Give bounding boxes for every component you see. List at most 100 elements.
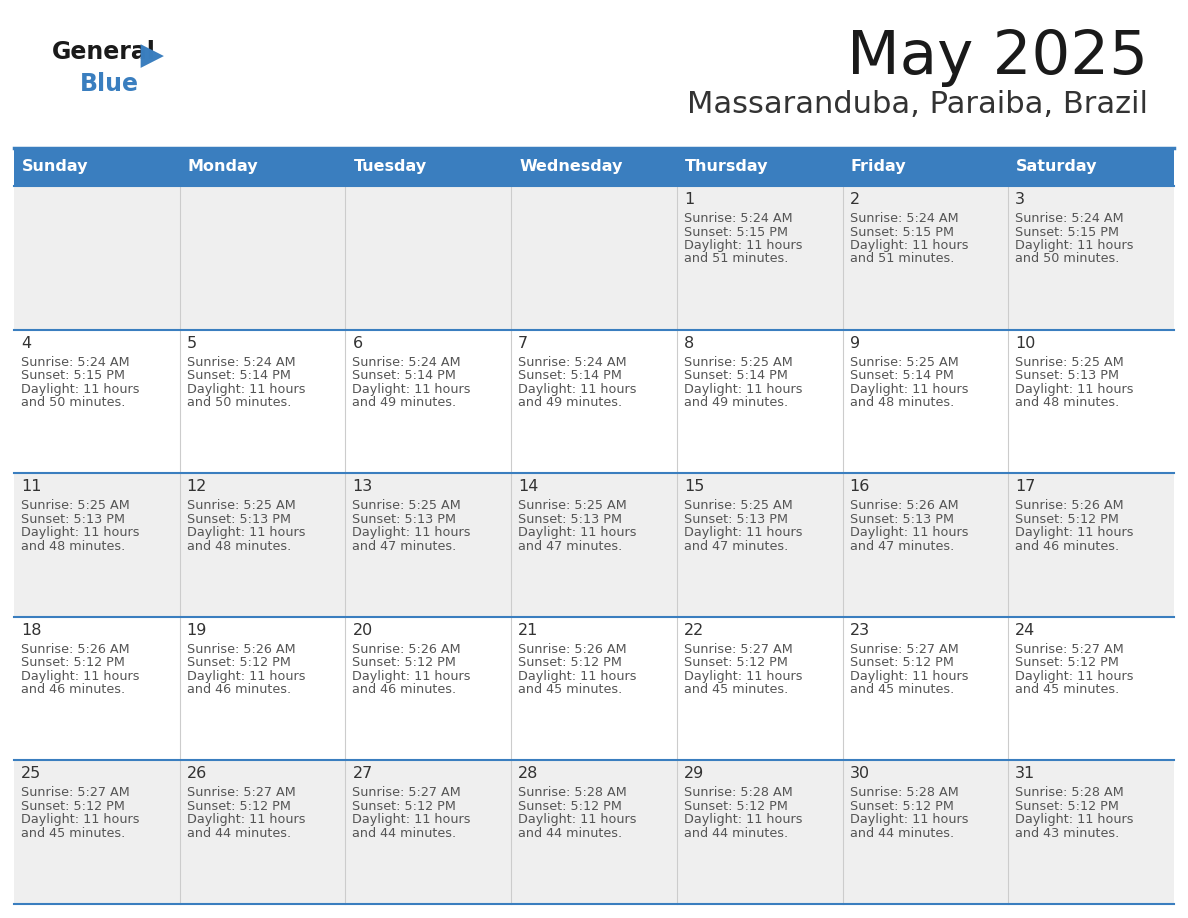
- Text: Friday: Friday: [851, 160, 906, 174]
- Text: 9: 9: [849, 336, 860, 351]
- Text: 25: 25: [21, 767, 42, 781]
- Text: Monday: Monday: [188, 160, 258, 174]
- Text: and 44 minutes.: and 44 minutes.: [518, 827, 623, 840]
- Text: and 46 minutes.: and 46 minutes.: [187, 683, 291, 696]
- Text: Sunset: 5:13 PM: Sunset: 5:13 PM: [684, 512, 788, 526]
- Text: Sunset: 5:14 PM: Sunset: 5:14 PM: [187, 369, 291, 382]
- Text: Sunrise: 5:25 AM: Sunrise: 5:25 AM: [353, 499, 461, 512]
- Text: 3: 3: [1016, 192, 1025, 207]
- Text: Daylight: 11 hours: Daylight: 11 hours: [849, 383, 968, 396]
- Text: Daylight: 11 hours: Daylight: 11 hours: [849, 813, 968, 826]
- Text: 22: 22: [684, 622, 704, 638]
- Text: 31: 31: [1016, 767, 1036, 781]
- Text: Daylight: 11 hours: Daylight: 11 hours: [849, 670, 968, 683]
- Text: Sunset: 5:12 PM: Sunset: 5:12 PM: [187, 800, 291, 813]
- Text: Sunset: 5:12 PM: Sunset: 5:12 PM: [684, 800, 788, 813]
- Text: Sunrise: 5:26 AM: Sunrise: 5:26 AM: [1016, 499, 1124, 512]
- Text: Blue: Blue: [80, 72, 139, 96]
- Text: Sunset: 5:12 PM: Sunset: 5:12 PM: [849, 656, 954, 669]
- Text: 30: 30: [849, 767, 870, 781]
- Text: Daylight: 11 hours: Daylight: 11 hours: [1016, 813, 1133, 826]
- Text: and 47 minutes.: and 47 minutes.: [518, 540, 623, 553]
- Text: Daylight: 11 hours: Daylight: 11 hours: [187, 670, 305, 683]
- Text: Sunset: 5:12 PM: Sunset: 5:12 PM: [1016, 800, 1119, 813]
- Text: Sunrise: 5:24 AM: Sunrise: 5:24 AM: [353, 355, 461, 369]
- Text: 11: 11: [21, 479, 42, 494]
- Text: and 48 minutes.: and 48 minutes.: [849, 396, 954, 409]
- Text: Sunset: 5:14 PM: Sunset: 5:14 PM: [353, 369, 456, 382]
- Text: and 47 minutes.: and 47 minutes.: [684, 540, 788, 553]
- Text: Sunrise: 5:28 AM: Sunrise: 5:28 AM: [849, 787, 959, 800]
- Text: Daylight: 11 hours: Daylight: 11 hours: [21, 526, 139, 539]
- Text: and 50 minutes.: and 50 minutes.: [187, 396, 291, 409]
- Text: Sunset: 5:15 PM: Sunset: 5:15 PM: [849, 226, 954, 239]
- Text: Sunrise: 5:26 AM: Sunrise: 5:26 AM: [21, 643, 129, 655]
- Text: Daylight: 11 hours: Daylight: 11 hours: [21, 813, 139, 826]
- Text: Sunset: 5:13 PM: Sunset: 5:13 PM: [353, 512, 456, 526]
- Text: 29: 29: [684, 767, 704, 781]
- Text: Sunset: 5:15 PM: Sunset: 5:15 PM: [684, 226, 788, 239]
- Text: Wednesday: Wednesday: [519, 160, 623, 174]
- Text: Sunset: 5:12 PM: Sunset: 5:12 PM: [684, 656, 788, 669]
- Text: Sunrise: 5:25 AM: Sunrise: 5:25 AM: [684, 499, 792, 512]
- Bar: [14, 760, 1174, 904]
- Text: and 45 minutes.: and 45 minutes.: [849, 683, 954, 696]
- Text: Sunset: 5:14 PM: Sunset: 5:14 PM: [684, 369, 788, 382]
- Bar: [14, 473, 1174, 617]
- Text: Daylight: 11 hours: Daylight: 11 hours: [353, 813, 470, 826]
- Text: Daylight: 11 hours: Daylight: 11 hours: [849, 526, 968, 539]
- Text: Sunset: 5:14 PM: Sunset: 5:14 PM: [518, 369, 623, 382]
- Text: Tuesday: Tuesday: [353, 160, 426, 174]
- Text: Sunset: 5:12 PM: Sunset: 5:12 PM: [849, 800, 954, 813]
- Text: Sunrise: 5:27 AM: Sunrise: 5:27 AM: [353, 787, 461, 800]
- Text: Daylight: 11 hours: Daylight: 11 hours: [684, 670, 802, 683]
- Text: Daylight: 11 hours: Daylight: 11 hours: [353, 383, 470, 396]
- Text: and 49 minutes.: and 49 minutes.: [518, 396, 623, 409]
- Text: Sunset: 5:12 PM: Sunset: 5:12 PM: [353, 800, 456, 813]
- Text: and 43 minutes.: and 43 minutes.: [1016, 827, 1119, 840]
- Text: Sunset: 5:15 PM: Sunset: 5:15 PM: [21, 369, 125, 382]
- Text: and 48 minutes.: and 48 minutes.: [21, 540, 125, 553]
- Text: Sunset: 5:12 PM: Sunset: 5:12 PM: [21, 800, 125, 813]
- Text: Daylight: 11 hours: Daylight: 11 hours: [849, 239, 968, 252]
- Text: and 47 minutes.: and 47 minutes.: [353, 540, 456, 553]
- Text: Daylight: 11 hours: Daylight: 11 hours: [353, 526, 470, 539]
- Text: 24: 24: [1016, 622, 1036, 638]
- Text: Sunset: 5:12 PM: Sunset: 5:12 PM: [518, 656, 623, 669]
- Bar: [14, 330, 1174, 473]
- Text: 19: 19: [187, 622, 207, 638]
- Text: Sunrise: 5:24 AM: Sunrise: 5:24 AM: [21, 355, 129, 369]
- Text: and 51 minutes.: and 51 minutes.: [849, 252, 954, 265]
- Text: and 45 minutes.: and 45 minutes.: [684, 683, 788, 696]
- Text: Sunset: 5:13 PM: Sunset: 5:13 PM: [849, 512, 954, 526]
- Text: Sunset: 5:15 PM: Sunset: 5:15 PM: [1016, 226, 1119, 239]
- Text: 7: 7: [518, 336, 529, 351]
- Text: and 46 minutes.: and 46 minutes.: [1016, 540, 1119, 553]
- Text: 6: 6: [353, 336, 362, 351]
- Text: ◀: ◀: [140, 40, 164, 69]
- Text: 16: 16: [849, 479, 870, 494]
- Text: Daylight: 11 hours: Daylight: 11 hours: [21, 383, 139, 396]
- Text: 26: 26: [187, 767, 207, 781]
- Text: 27: 27: [353, 767, 373, 781]
- Text: 17: 17: [1016, 479, 1036, 494]
- Text: 21: 21: [518, 622, 538, 638]
- Text: and 44 minutes.: and 44 minutes.: [849, 827, 954, 840]
- Text: Daylight: 11 hours: Daylight: 11 hours: [518, 383, 637, 396]
- Text: Sunrise: 5:28 AM: Sunrise: 5:28 AM: [684, 787, 792, 800]
- Text: Sunset: 5:13 PM: Sunset: 5:13 PM: [187, 512, 291, 526]
- Text: Massaranduba, Paraiba, Brazil: Massaranduba, Paraiba, Brazil: [687, 90, 1148, 119]
- Text: Sunrise: 5:24 AM: Sunrise: 5:24 AM: [849, 212, 959, 225]
- Text: Sunrise: 5:25 AM: Sunrise: 5:25 AM: [187, 499, 296, 512]
- Text: Daylight: 11 hours: Daylight: 11 hours: [1016, 526, 1133, 539]
- Text: Daylight: 11 hours: Daylight: 11 hours: [1016, 239, 1133, 252]
- Text: and 44 minutes.: and 44 minutes.: [353, 827, 456, 840]
- Text: Daylight: 11 hours: Daylight: 11 hours: [518, 526, 637, 539]
- Text: 18: 18: [21, 622, 42, 638]
- Text: Daylight: 11 hours: Daylight: 11 hours: [1016, 670, 1133, 683]
- Text: Daylight: 11 hours: Daylight: 11 hours: [353, 670, 470, 683]
- Text: 14: 14: [518, 479, 538, 494]
- Text: Daylight: 11 hours: Daylight: 11 hours: [21, 670, 139, 683]
- Text: Daylight: 11 hours: Daylight: 11 hours: [518, 813, 637, 826]
- Text: Sunrise: 5:27 AM: Sunrise: 5:27 AM: [187, 787, 296, 800]
